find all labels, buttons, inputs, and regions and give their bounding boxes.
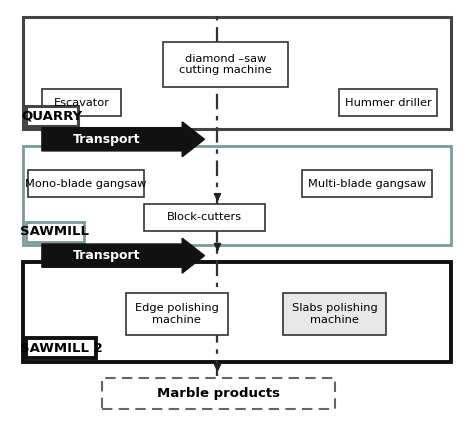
Text: Edge polishing
machine: Edge polishing machine: [135, 303, 219, 325]
Bar: [126, 293, 228, 335]
Text: Transport: Transport: [73, 133, 141, 146]
Bar: [302, 170, 432, 198]
Text: QUARRY: QUARRY: [21, 109, 82, 122]
Text: Multi-blade gangsaw: Multi-blade gangsaw: [308, 179, 426, 189]
Bar: [42, 89, 121, 117]
Bar: [163, 42, 288, 87]
Text: Hummer driller: Hummer driller: [345, 98, 431, 108]
Bar: [26, 222, 84, 242]
Text: SAWMILL 2: SAWMILL 2: [19, 342, 102, 355]
Text: Escavator: Escavator: [54, 98, 109, 108]
Bar: [23, 145, 451, 245]
Bar: [26, 338, 96, 358]
Bar: [283, 293, 386, 335]
Bar: [26, 106, 78, 126]
Bar: [28, 170, 144, 198]
Polygon shape: [42, 122, 204, 157]
Text: Slabs polishing
machine: Slabs polishing machine: [292, 303, 377, 325]
Polygon shape: [42, 238, 204, 273]
Bar: [339, 89, 437, 117]
Text: Mono-blade gangsaw: Mono-blade gangsaw: [25, 179, 147, 189]
Text: Block-cutters: Block-cutters: [167, 212, 242, 222]
Text: diamond –saw
cutting machine: diamond –saw cutting machine: [179, 54, 272, 75]
Text: Marble products: Marble products: [157, 387, 280, 400]
Bar: [144, 204, 265, 231]
Bar: [23, 262, 451, 362]
Bar: [23, 17, 451, 129]
Text: Transport: Transport: [73, 249, 141, 262]
Text: SAWMILL: SAWMILL: [20, 226, 90, 238]
Bar: [102, 378, 335, 410]
